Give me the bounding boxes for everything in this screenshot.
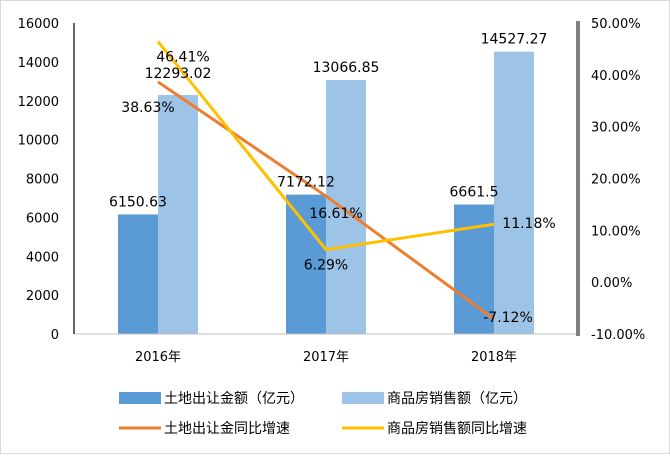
- right-axis-tick-label: -10.00%: [591, 328, 645, 343]
- legend-swatch: [119, 392, 161, 404]
- right-axis-tick-label: 30.00%: [591, 121, 641, 136]
- line-land-growth: [157, 80, 495, 321]
- left-axis-tick-label: 10000: [18, 134, 59, 149]
- left-axis-tick-label: 4000: [26, 250, 59, 265]
- x-axis-tick-label: 2016年: [135, 350, 181, 365]
- right-axis-ticks: -10.00% 0.00% 10.00% 20.00% 30.00% 40.00% 50.0…: [591, 17, 645, 343]
- line-data-label: 11.18%: [502, 216, 555, 232]
- right-axis-tick-label: 0.00%: [591, 276, 632, 291]
- right-axis-tick-label: 40.00%: [591, 69, 641, 84]
- x-axis-tick-label: 2017年: [303, 350, 349, 365]
- line-data-label: 38.63%: [121, 100, 174, 116]
- bar-data-label: 6150.63: [109, 194, 167, 210]
- left-axis-tick-label: 6000: [26, 211, 59, 226]
- left-axis-tick-label: 2000: [26, 289, 59, 304]
- x-axis-tick-label: 2018年: [471, 350, 517, 365]
- bar-land-transfer: [286, 194, 326, 334]
- bar-housing-sales: [326, 80, 366, 335]
- legend-label: 土地出让金额（亿元）: [164, 391, 304, 407]
- line-sales-growth: [156, 40, 495, 252]
- data-labels: 6150.63 7172.12 6661.5 12293.02 13066.85 1452…: [109, 32, 556, 326]
- bar-data-label: 14527.27: [481, 32, 548, 48]
- axes: [73, 21, 580, 336]
- left-axis-ticks: 0 2000 4000 6000 8000 10000 12000 14000 16000: [18, 17, 59, 343]
- left-axis-tick-label: 16000: [18, 17, 59, 32]
- lines: [156, 40, 495, 321]
- line-data-label: 6.29%: [304, 258, 348, 274]
- bar-land-transfer: [118, 214, 158, 334]
- right-axis-tick-label: 10.00%: [591, 224, 641, 239]
- x-axis-ticks: 2016年 2017年 2018年: [135, 350, 517, 365]
- left-axis-tick-label: 14000: [18, 56, 59, 71]
- legend-label: 商品房销售额同比增速: [387, 421, 527, 437]
- legend-swatch: [342, 392, 384, 404]
- left-axis-tick-label: 0: [51, 328, 59, 343]
- bars: [118, 51, 534, 335]
- bar-housing-sales: [158, 95, 198, 335]
- line-data-label: 46.41%: [156, 50, 209, 66]
- bar-data-label: 12293.02: [145, 66, 212, 82]
- legend-label: 土地出让金同比增速: [164, 421, 290, 437]
- legend-label: 商品房销售额（亿元）: [387, 391, 527, 407]
- left-axis-tick-label: 8000: [26, 173, 59, 188]
- bar-data-label: 13066.85: [313, 60, 380, 76]
- bar-data-label: 6661.5: [450, 185, 499, 201]
- line-data-label: 16.61%: [309, 206, 362, 222]
- line-data-label: -7.12%: [483, 310, 533, 326]
- legend: 土地出让金额（亿元） 商品房销售额（亿元） 土地出让金同比增速 商品房销售额同比增速: [119, 391, 527, 437]
- bar-housing-sales: [494, 51, 534, 334]
- left-axis-tick-label: 12000: [18, 95, 59, 110]
- right-axis-tick-label: 20.00%: [591, 173, 641, 188]
- bar-data-label: 7172.12: [277, 175, 335, 191]
- right-axis-tick-label: 50.00%: [591, 17, 641, 32]
